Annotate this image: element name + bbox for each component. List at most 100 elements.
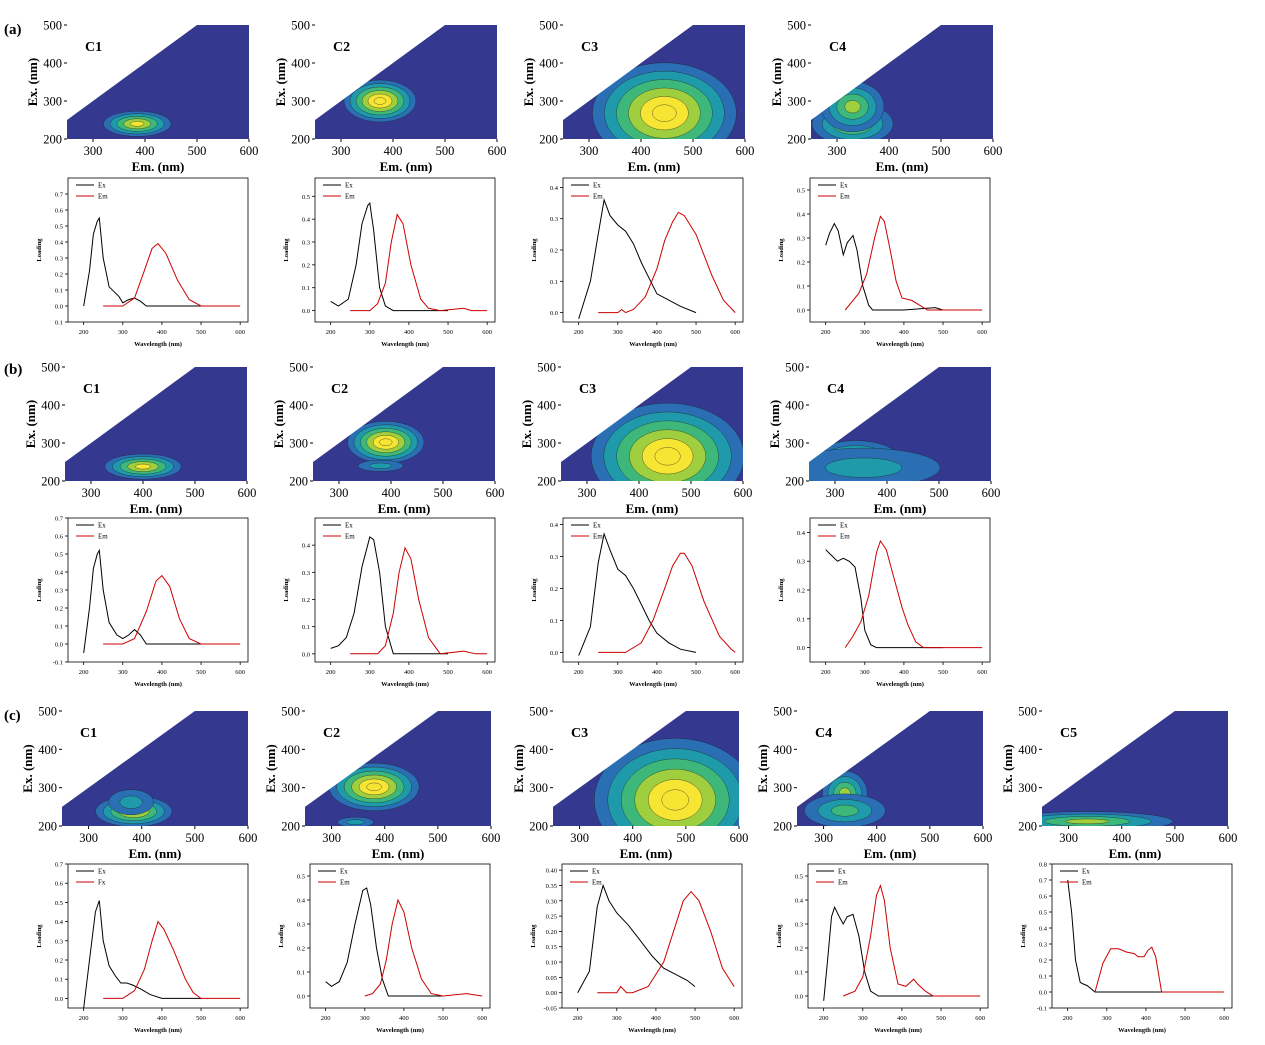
eem-panel-a-C1: C1 200 300 400 500 300 400 500 600 Em. (nm) Ex. (n… — [25, 19, 258, 175]
contour-level — [373, 97, 387, 105]
x-tick-label: 400 — [382, 486, 401, 500]
x-axis-label: Em. (nm) — [380, 159, 433, 174]
x-tick-label: 300 — [84, 144, 103, 158]
y-axis-label: Ex. (nm) — [767, 400, 782, 448]
x-axis-label: Em. (nm) — [874, 501, 927, 516]
y-axis-label: Loading — [36, 578, 43, 602]
x-tick-label: 300 — [1059, 831, 1078, 845]
y-tick-label: 0.4 — [302, 217, 311, 224]
y-tick-label: 0.3 — [55, 256, 63, 263]
y-axis-label: Loading — [776, 924, 783, 948]
contour-level — [825, 457, 903, 478]
y-tick-label: 0.3 — [550, 554, 558, 561]
panel-title: C3 — [579, 382, 596, 397]
x-tick-label: 200 — [819, 1015, 829, 1022]
series-line-ex — [578, 197, 697, 320]
y-tick-label: 0.5 — [297, 874, 305, 881]
panels: C1 200 300 400 500 300 400 500 600 Em. (nm) Ex. (n… — [20, 19, 1237, 1035]
x-tick-label: 600 — [486, 486, 505, 500]
x-axis-label: Wavelength (nm) — [381, 681, 429, 688]
x-tick-label: 500 — [1165, 831, 1184, 845]
y-tick-label: 0.6 — [55, 534, 64, 541]
loading-panel-a-C1-loading: 0.7 0.6 0.5 0.4 0.3 0.2 0.1 0.0 0.1 200 300 400 500 6… — [36, 177, 249, 348]
eem-contours — [809, 367, 941, 481]
eem-contours — [1042, 711, 1175, 826]
y-tick-label: 0.6 — [1039, 894, 1048, 901]
eem-contours — [67, 25, 197, 139]
y-tick-label: 0.1 — [797, 284, 805, 291]
x-tick-label: 300 — [322, 831, 341, 845]
y-tick-label: 300 — [537, 437, 556, 451]
contour-level — [369, 462, 393, 469]
y-axis-label: Ex. (nm) — [263, 744, 278, 792]
eem-contours — [553, 711, 739, 826]
y-axis-label: Loading — [283, 238, 290, 262]
y-tick-label: 200 — [539, 133, 558, 147]
x-axis-label: Wavelength (nm) — [629, 681, 677, 688]
eem-contours — [811, 25, 941, 139]
x-tick-label: 300 — [860, 329, 870, 336]
y-tick-label: 0.4 — [797, 530, 806, 537]
x-tick-label: 400 — [623, 831, 642, 845]
y-axis-label: Ex. (nm) — [755, 744, 770, 792]
y-tick-label: 0.1 — [797, 616, 805, 623]
y-tick-label: 0.3 — [302, 240, 310, 247]
x-tick-label: 500 — [443, 669, 453, 676]
x-tick-label: 300 — [826, 486, 845, 500]
x-axis-label: Em. (nm) — [864, 846, 917, 861]
x-axis-label: Wavelength (nm) — [376, 1027, 424, 1034]
y-axis-label: Ex. (nm) — [273, 58, 288, 106]
plot-frame — [314, 177, 496, 323]
eem-contours — [797, 711, 930, 826]
eem-panel-c-C3: C3 200 300 400 500 300 400 500 600 Em. (nm) Ex. (n… — [511, 705, 748, 862]
x-tick-label: 300 — [365, 329, 375, 336]
y-tick-label: 400 — [289, 399, 308, 413]
x-tick-label: 400 — [157, 669, 167, 676]
y-tick-label: 300 — [773, 781, 792, 795]
y-tick-label: 0.4 — [297, 898, 306, 905]
y-tick-label: 400 — [1018, 743, 1037, 757]
x-axis-label: Wavelength (nm) — [381, 341, 429, 348]
legend-label: Em — [592, 879, 602, 887]
eem-contours — [62, 711, 195, 826]
x-axis-label: Wavelength (nm) — [134, 681, 182, 688]
x-tick-label: 300 — [330, 486, 349, 500]
x-tick-label: 600 — [984, 144, 1003, 158]
y-tick-label: 400 — [539, 57, 558, 71]
y-tick-label: 500 — [281, 705, 300, 719]
x-tick-label: 400 — [134, 486, 153, 500]
y-tick-label: 200 — [43, 133, 62, 147]
legend-label: Ex — [98, 868, 106, 876]
x-tick-label: 200 — [326, 669, 336, 676]
x-tick-label: 600 — [975, 1015, 985, 1022]
y-axis-label: Loading — [283, 578, 290, 602]
y-tick-label: 500 — [38, 705, 57, 719]
y-tick-label: 400 — [41, 399, 60, 413]
contour-level — [379, 438, 393, 446]
series-line-em — [598, 552, 736, 653]
y-axis-label: Loading — [531, 578, 538, 602]
y-tick-label: 0.2 — [550, 586, 558, 593]
plot-frame — [561, 863, 743, 1009]
y-tick-label: 500 — [291, 19, 310, 33]
eem-panel-a-C2: C2 200 300 400 500 300 400 500 600 Em. (nm) Ex. (n… — [273, 19, 506, 175]
eem-panel-b-C2: C2 200 300 400 500 300 400 500 600 Em. (nm) Ex. (n… — [271, 361, 504, 517]
series-line-ex — [325, 887, 443, 997]
y-tick-label: 0.2 — [302, 262, 310, 269]
series-line-em — [597, 890, 735, 994]
rayleigh-mask — [553, 711, 686, 826]
series-line-ex — [83, 548, 201, 654]
x-axis-label: Em. (nm) — [876, 159, 929, 174]
x-tick-label: 500 — [936, 1015, 946, 1022]
y-tick-label: 0.10 — [546, 960, 557, 967]
y-tick-label: 300 — [529, 781, 548, 795]
x-tick-label: 300 — [860, 669, 870, 676]
x-axis-label: Em. (nm) — [628, 159, 681, 174]
y-tick-label: 0.2 — [797, 260, 805, 267]
series-line-em — [844, 539, 983, 649]
panel-title: C1 — [85, 40, 102, 55]
eem-contours — [65, 367, 195, 481]
x-tick-label: 400 — [1112, 831, 1131, 845]
legend-label: Ex — [593, 522, 601, 530]
x-tick-label: 200 — [79, 329, 89, 336]
